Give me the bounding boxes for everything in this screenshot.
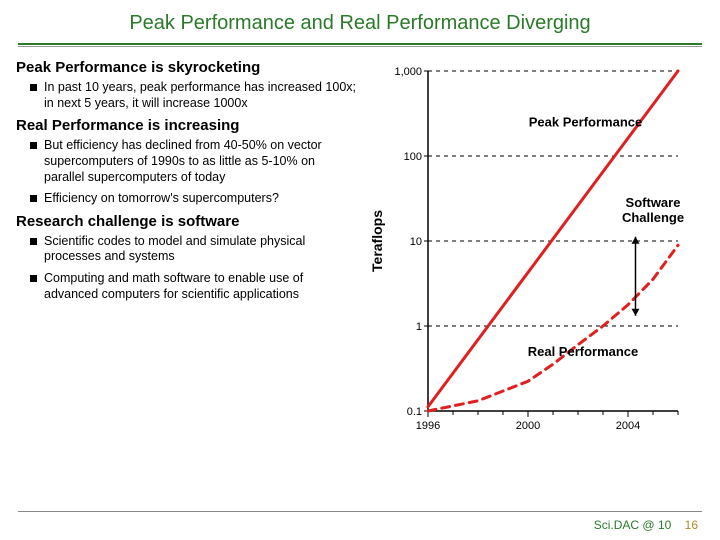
svg-text:1: 1	[416, 321, 422, 333]
svg-text:1,000: 1,000	[394, 66, 422, 78]
bullets-0: In past 10 years, peak performance has i…	[16, 80, 358, 111]
svg-text:Teraflops: Teraflops	[369, 210, 385, 272]
section-head-0: Peak Performance is skyrocketing	[16, 59, 358, 76]
chart-column: 1,000 100 10 1 0.1 1996 2000 2004 Teraflops Peak …	[366, 53, 706, 453]
chart-svg: 1,000 100 10 1 0.1 1996 2000 2004 Teraflops Peak …	[366, 53, 696, 453]
bullet: In past 10 years, peak performance has i…	[30, 80, 358, 111]
svg-text:Software: Software	[626, 195, 681, 210]
title-rule	[18, 43, 702, 45]
svg-text:Real Performance: Real Performance	[528, 344, 639, 359]
bottom-rule	[18, 511, 702, 512]
svg-text:1996: 1996	[416, 420, 440, 432]
text-column: Peak Performance is skyrocketing In past…	[16, 53, 366, 453]
section-head-2: Research challenge is software	[16, 213, 358, 230]
footer-page: 16	[685, 518, 698, 532]
slide-title: Peak Performance and Real Performance Di…	[0, 0, 720, 43]
bullet: Scientific codes to model and simulate p…	[30, 234, 358, 265]
bullets-1: But efficiency has declined from 40-50% …	[16, 138, 358, 207]
section-head-1: Real Performance is increasing	[16, 117, 358, 134]
content-area: Peak Performance is skyrocketing In past…	[0, 47, 720, 453]
svg-text:0.1: 0.1	[407, 406, 422, 418]
svg-text:Peak Performance: Peak Performance	[529, 114, 642, 129]
bullet: Efficiency on tomorrow's supercomputers?	[30, 191, 358, 207]
bullets-2: Scientific codes to model and simulate p…	[16, 234, 358, 303]
chart: 1,000 100 10 1 0.1 1996 2000 2004 Teraflops Peak …	[366, 53, 696, 453]
footer-text: Sci.DAC @ 10	[594, 518, 672, 532]
svg-text:2004: 2004	[616, 420, 640, 432]
svg-text:100: 100	[404, 151, 422, 163]
footer: Sci.DAC @ 10 16	[594, 518, 698, 532]
svg-text:2000: 2000	[516, 420, 540, 432]
svg-text:10: 10	[410, 236, 422, 248]
svg-text:Challenge: Challenge	[622, 210, 684, 225]
bullet: But efficiency has declined from 40-50% …	[30, 138, 358, 185]
bullet: Computing and math software to enable us…	[30, 271, 358, 302]
